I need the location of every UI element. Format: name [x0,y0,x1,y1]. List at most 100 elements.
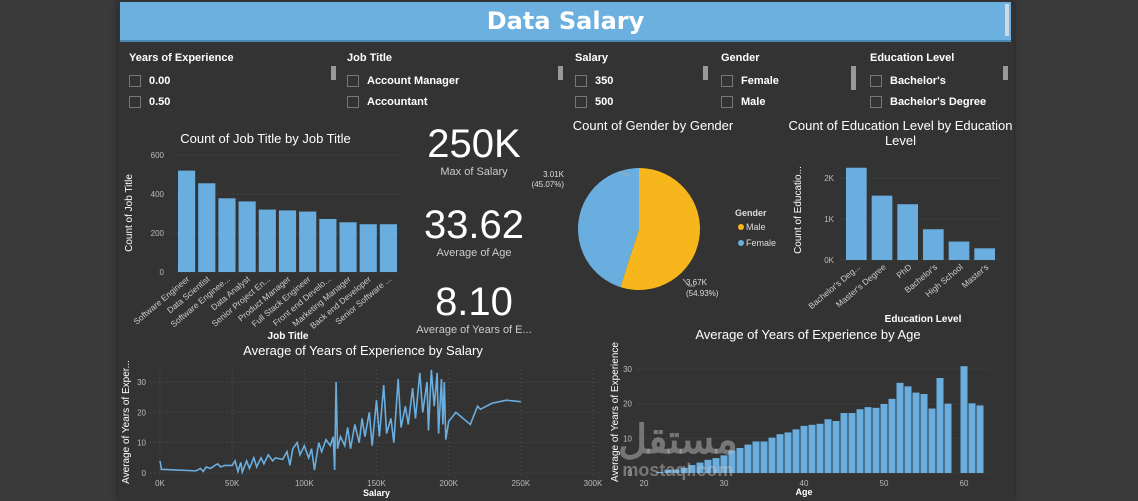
slicer-item-label: Accountant [367,95,428,108]
slicer-item[interactable]: Female [721,70,858,91]
checkbox[interactable] [347,95,359,108]
kpi-card-avg-experience: 8.10 Average of Years of E... [404,280,544,336]
slicer-header: Education Level [870,52,955,64]
bar-age-60 [960,366,968,473]
slicer-item[interactable]: Accountant [347,91,558,112]
slicer-salary: Salary 350 500 [575,52,708,112]
bar-age-47 [856,409,864,473]
x-tick-label: Software Enginee... [168,274,231,329]
y-tick-label: 30 [623,365,632,374]
y-tick-label: 0 [142,469,147,478]
x-axis-title: Job Title [268,331,309,342]
slicer-item[interactable]: 0.00 [129,70,330,91]
x-tick-label: Front end Develo... [271,274,333,328]
bar-bachelor-s [923,229,944,260]
x-axis-title: Salary [363,488,390,498]
bar-master-s-degree [871,195,893,260]
x-tick-label: 250K [511,479,530,488]
slicer-item[interactable]: Bachelor's Degree [870,91,1008,112]
kpi-value: 8.10 [435,280,513,324]
bar-age-49 [872,407,880,473]
kpi-label: Average of Years of E... [416,324,532,336]
x-tick-label: Data Analyst [209,273,252,312]
x-tick-label: Senior Software ... [333,274,393,327]
scrollbar[interactable] [558,66,563,80]
x-tick-label: PhD [894,262,913,280]
bar-product-manager [278,210,297,272]
kpi-label: Average of Age [436,247,512,259]
bar-bachelor-s-deg- [846,167,867,260]
slicer-item[interactable]: 500 [575,91,708,112]
checkbox[interactable] [721,74,733,87]
x-tick-label: Marketing Manager [290,274,353,329]
checkbox[interactable] [129,74,141,87]
x-tick-label: 100K [295,479,314,488]
checkbox[interactable] [129,95,141,108]
slicer-item[interactable]: 0.50 [129,91,330,112]
data-label: 3.67K [686,278,708,287]
salary-chart-title: Average of Years of Experience by Salary [243,343,483,358]
data-label: (45.07%) [532,180,565,189]
y-tick-label: 20 [137,408,146,417]
checkbox[interactable] [575,95,587,108]
y-tick-label: 600 [151,151,165,160]
scrollbar[interactable] [1003,66,1008,80]
x-tick-label: High School [923,262,965,299]
scrollbar[interactable] [1005,4,1009,36]
slicer-item[interactable]: Account Manager [347,70,558,91]
bar-age-57 [936,378,944,473]
scrollbar[interactable] [851,66,856,90]
bar-age-42 [816,423,824,473]
bar-age-56 [928,408,936,473]
bar-age-45 [840,413,848,473]
legend-title: Gender [735,208,767,218]
watermark-latin: mostaql.com [622,460,734,480]
checkbox[interactable] [575,74,587,87]
y-tick-label: 200 [151,229,165,238]
bar-age-54 [912,392,920,473]
scrollbar[interactable] [331,66,336,80]
x-tick-label: 50 [880,479,889,488]
kpi-value: 33.62 [423,203,525,247]
slicer-item-label: Female [741,74,779,87]
scrollbar[interactable] [703,66,708,80]
bar-age-38 [784,432,792,473]
slicer-education-level: Education Level Bachelor's Bachelor's Degr… [870,52,1008,112]
bar-age-43 [824,419,832,473]
y-tick-label: 1K [824,215,834,224]
slicer-item-label: 500 [595,95,614,108]
kpi-label: Max of Salary [440,166,508,178]
bar-age-40 [800,425,808,473]
slicer-item[interactable]: 350 [575,70,708,91]
kpi-card-max-salary: 250K Max of Salary [404,122,544,178]
y-tick-label: 0K [824,256,834,265]
bar-high-school [948,241,970,260]
checkbox[interactable] [721,95,733,108]
x-tick-label: 300K [584,479,603,488]
checkbox[interactable] [870,74,882,87]
slicer-item[interactable]: Bachelor's [870,70,1008,91]
slicer-item[interactable]: Male [721,91,858,112]
x-tick-label: Data Scientist [165,273,212,315]
age-chart-title: Average of Years of Experience by Age [695,327,921,342]
checkbox[interactable] [870,95,882,108]
bar-age-37 [776,434,784,473]
bar-front-end-develo- [319,218,337,272]
x-tick-label: Product Manager [236,274,293,324]
legend-item-female: Female [746,238,776,248]
x-tick-label: Full Stack Engineer [250,274,313,329]
dashboard-canvas: Data Salary Years of Experience 0.00 0.50 J… [118,0,1014,501]
bar-age-52 [896,382,904,473]
bar-senior-software- [379,224,397,272]
gender-chart-title: Count of Gender by Gender [572,118,734,133]
checkbox[interactable] [347,74,359,87]
bar-age-51 [888,398,896,473]
y-axis-title: Count of Job Title [124,174,135,252]
bar-phd [897,204,918,260]
bar-age-34 [752,441,760,473]
legend-marker-male [738,224,744,230]
slicer-header: Years of Experience [129,52,234,64]
title-bar: Data Salary [120,2,1011,42]
x-axis-title: Age [795,487,812,497]
x-tick-label: Senior Project En... [210,274,273,329]
